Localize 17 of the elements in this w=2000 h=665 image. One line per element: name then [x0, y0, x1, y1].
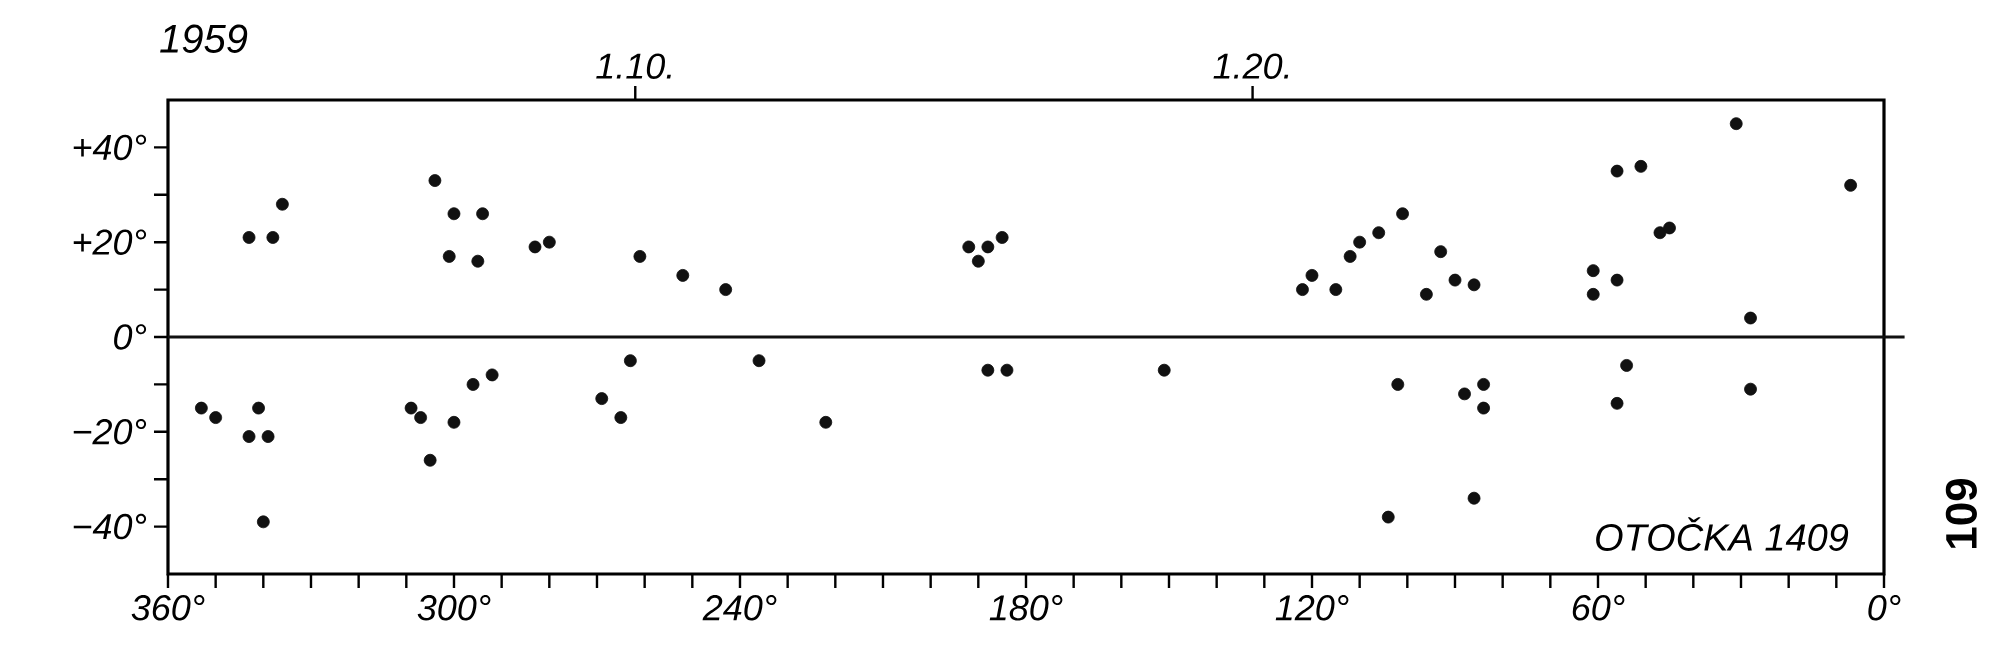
y-tick-label: +20°: [73, 229, 147, 255]
x-tick-label: 60°: [1572, 595, 1625, 621]
y-tick-label: +40°: [73, 134, 147, 161]
x-tick-label: 120°: [1275, 595, 1349, 621]
x-tick-label: 0°: [1868, 595, 1901, 621]
text: 1959: [160, 24, 248, 53]
x-tick-label: 180°: [989, 595, 1063, 621]
annotation: OTOČKA 1409: [1596, 517, 1849, 551]
y-tick-label: −40°: [73, 513, 147, 540]
x2-tick-label: 1.20.: [1213, 53, 1289, 79]
x-tick-label: 360°: [131, 595, 205, 621]
x-tick-label: 300°: [417, 595, 491, 621]
x-tick-label: 240°: [702, 595, 777, 621]
y-tick-label: 0°: [114, 324, 147, 350]
text: 109: [1945, 478, 1977, 548]
y-tick-label: −20°: [73, 419, 147, 445]
x2-tick-label: 1.10.: [596, 53, 671, 79]
